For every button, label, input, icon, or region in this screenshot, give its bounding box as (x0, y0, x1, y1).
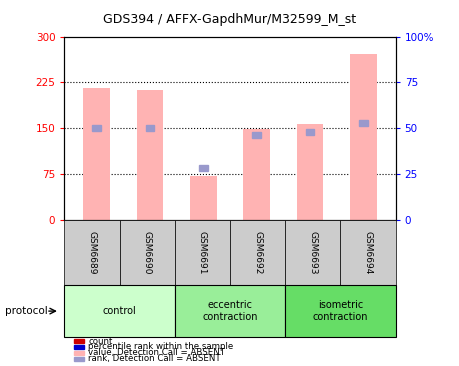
Text: eccentric
contraction: eccentric contraction (202, 300, 257, 322)
Bar (252, 132, 260, 138)
Bar (83, 89, 110, 220)
Bar (243, 129, 269, 220)
Text: GSM6694: GSM6694 (363, 231, 372, 274)
Bar (92, 125, 101, 131)
Text: isometric
contraction: isometric contraction (312, 300, 367, 322)
Text: protocol: protocol (5, 306, 47, 316)
Bar (358, 120, 367, 126)
Bar (146, 125, 154, 131)
Text: count: count (88, 337, 112, 346)
Bar (136, 90, 163, 220)
Bar (349, 54, 376, 220)
Text: GSM6693: GSM6693 (308, 231, 317, 274)
Text: value, Detection Call = ABSENT: value, Detection Call = ABSENT (88, 348, 225, 357)
Text: percentile rank within the sample: percentile rank within the sample (88, 343, 233, 351)
Bar (190, 176, 216, 220)
Bar (296, 124, 323, 220)
Text: rank, Detection Call = ABSENT: rank, Detection Call = ABSENT (88, 354, 220, 363)
Bar (305, 129, 313, 135)
Text: GSM6690: GSM6690 (142, 231, 151, 274)
Text: GSM6689: GSM6689 (87, 231, 96, 274)
Text: control: control (102, 306, 136, 316)
Text: GSM6692: GSM6692 (252, 231, 262, 274)
Text: GSM6691: GSM6691 (197, 231, 207, 274)
Text: GDS394 / AFFX-GapdhMur/M32599_M_st: GDS394 / AFFX-GapdhMur/M32599_M_st (103, 13, 356, 26)
Bar (199, 165, 207, 171)
